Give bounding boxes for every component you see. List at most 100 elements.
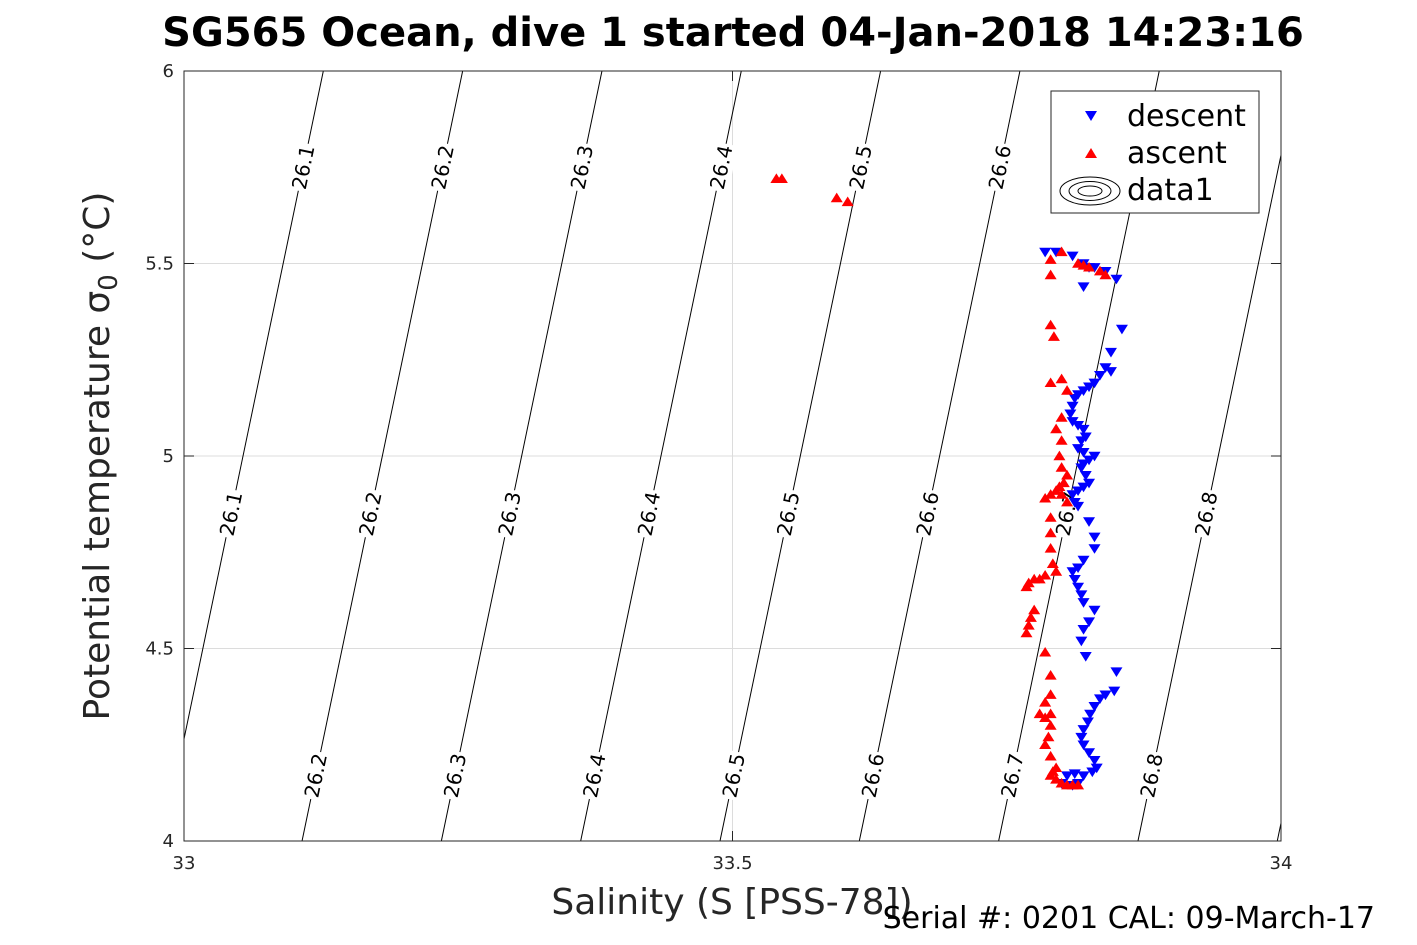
x-axis-label: Salinity (S [PSS-78]): [551, 882, 912, 923]
ascent-point: [1039, 492, 1052, 503]
ascent-point: [1044, 720, 1057, 730]
ascent-point: [1039, 739, 1052, 749]
contour-line-26.5: [719, 70, 882, 842]
ascent-point: [1050, 423, 1063, 434]
contour-label-bg: [910, 487, 945, 540]
descent-point: [1072, 444, 1085, 454]
ascent-point: [1033, 708, 1046, 719]
density-contour-labels: 26.126.126.226.226.226.326.326.326.426.4…: [214, 141, 1223, 802]
descent-point: [1093, 370, 1106, 381]
descent-point: [1075, 732, 1088, 743]
descent-point: [1093, 694, 1106, 704]
descent-point: [1081, 717, 1094, 728]
descent-point: [1064, 409, 1077, 420]
contour-label-bg: [1189, 487, 1223, 540]
contour-label-bg: [577, 749, 611, 802]
ascent-point: [775, 173, 788, 183]
descent-point: [1077, 740, 1090, 751]
descent-point: [1083, 382, 1096, 393]
descent-point: [1066, 490, 1079, 500]
descent-point: [1066, 567, 1079, 577]
descent-point: [1066, 417, 1079, 427]
ascent-point: [1024, 612, 1037, 622]
y-axis-label: Potential temperature σ0 (°C): [77, 192, 124, 721]
descent-point: [1115, 324, 1128, 335]
descent-point: [1088, 544, 1101, 554]
ascent-point: [1055, 412, 1068, 422]
descent-point: [1077, 555, 1090, 566]
ascent-point: [1061, 385, 1074, 395]
descent-point: [1077, 282, 1090, 292]
descent-point: [1066, 401, 1079, 412]
contour-label-bg: [632, 487, 666, 540]
ascent-point: [1055, 462, 1068, 472]
ascent-point: [1022, 620, 1035, 630]
y-axis-label-subscript: 0: [94, 274, 124, 291]
contour-label-26.3: 26.3: [492, 487, 527, 540]
descent-point: [1075, 636, 1088, 647]
ascent-point: [1044, 750, 1057, 761]
contour-label-bg: [983, 141, 1017, 194]
descent-point: [1068, 394, 1081, 404]
chart-title: SG565 Ocean, dive 1 started 04-Jan-2018 …: [162, 10, 1304, 56]
ascent-point: [1050, 774, 1063, 784]
descent-point: [1066, 251, 1079, 262]
ascent-point: [1020, 581, 1033, 592]
descent-point: [1104, 367, 1117, 377]
descent-point: [1079, 471, 1092, 481]
ascent-point: [1099, 269, 1112, 280]
ascent-point: [1039, 712, 1052, 722]
y-axis-label-main: Potential temperature σ: [77, 291, 118, 721]
ascent-point: [1050, 566, 1063, 576]
y-tick-label: 6: [163, 61, 174, 82]
legend-ascent-marker: [1085, 148, 1097, 158]
contour-label-26.1: 26.1: [214, 487, 248, 540]
descent-point: [1072, 421, 1085, 431]
y-tick-label: 4: [163, 831, 174, 852]
serial-cal-footer: Serial #: 0201 CAL: 09-March-17: [883, 901, 1375, 936]
descent-point: [1110, 274, 1123, 285]
ascent-point: [841, 196, 854, 207]
y-tick-label: 4.5: [145, 639, 174, 660]
y-axis-ticks: 4 4.5 5 5.5 6: [145, 61, 1281, 852]
descent-point: [1088, 605, 1101, 616]
descent-point: [1088, 263, 1101, 273]
ascent-point: [1047, 331, 1060, 341]
ascent-point: [1046, 558, 1059, 568]
descent-point: [1072, 563, 1085, 574]
x-tick-label: 34: [1270, 853, 1293, 874]
legend-data1-label: data1: [1127, 173, 1214, 208]
descent-point: [1077, 598, 1090, 608]
descent-point: [1077, 771, 1090, 781]
descent-point: [1075, 463, 1088, 473]
ascent-point: [1044, 319, 1057, 330]
ascent-point: [1083, 261, 1096, 272]
contour-label-bg: [856, 749, 890, 802]
descent-point: [1077, 625, 1090, 635]
descent-point: [1083, 455, 1096, 466]
descent-point: [1050, 247, 1063, 258]
ascent-point: [1061, 496, 1074, 507]
ascent-point: [1093, 265, 1106, 276]
descent-point: [1072, 486, 1085, 497]
ascent-point: [1028, 573, 1041, 584]
legend-ascent-label: ascent: [1127, 136, 1227, 171]
ascent-point: [1055, 489, 1068, 499]
descent-point: [1104, 347, 1117, 358]
descent-point: [1083, 748, 1096, 758]
y-axis-label-unit: (°C): [77, 192, 118, 275]
ascent-point: [1044, 489, 1057, 499]
ascent-point: [1050, 485, 1063, 495]
descent-point: [1088, 378, 1101, 389]
descent-point: [1039, 247, 1052, 258]
x-axis-ticks: 33 33.5 34: [173, 71, 1293, 874]
contour-label-bg: [425, 141, 460, 194]
ascent-point: [1055, 246, 1068, 257]
contour-line-26.3: [440, 70, 603, 842]
contour-label-bg: [438, 749, 472, 802]
ascent-point: [1044, 670, 1057, 680]
legend-descent-marker: [1085, 111, 1097, 121]
descent-point: [1083, 478, 1096, 489]
descent-point: [1061, 771, 1074, 781]
